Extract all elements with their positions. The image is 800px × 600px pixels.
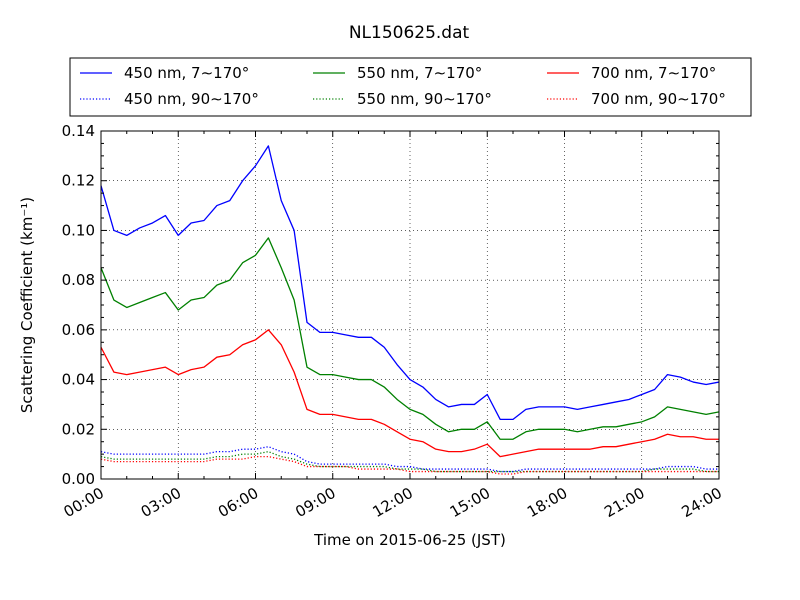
chart-title: NL150625.dat: [349, 23, 470, 43]
chart-legend: 450 nm, 7∼170° 550 nm, 7∼170° 700 nm, 7∼17…: [69, 57, 752, 117]
series-line-2: [100, 329, 719, 458]
axis-ticks: 00:00 03:00 06:00 09:00 12:00 15:00 18:00 21:00…: [61, 122, 725, 521]
legend-label-1: 550 nm, 7∼170°: [357, 64, 482, 82]
x-tick-label: 06:00: [215, 484, 261, 521]
y-tick-label: 0.12: [62, 172, 95, 190]
x-tick-label: 09:00: [292, 484, 338, 521]
legend-label-4: 550 nm, 90∼170°: [357, 90, 492, 108]
series-lines: [100, 145, 720, 475]
x-tick-label: 03:00: [138, 484, 184, 521]
x-tick-label: 24:00: [679, 484, 725, 521]
x-axis-label: Time on 2015-06-25 (JST): [313, 531, 506, 549]
y-tick-label: 0.02: [62, 420, 95, 438]
legend-label-3: 450 nm, 90∼170°: [124, 90, 259, 108]
x-tick-label: 21:00: [601, 484, 647, 521]
y-tick-label: 0.04: [62, 371, 95, 389]
series-line-1: [100, 237, 720, 440]
y-tick-label: 0.06: [62, 321, 95, 339]
x-tick-label: 00:00: [61, 484, 107, 521]
x-tick-label: 18:00: [524, 484, 570, 521]
legend-label-5: 700 nm, 90∼170°: [591, 90, 726, 108]
x-tick-label: 12:00: [370, 484, 416, 521]
series-line-4: [100, 451, 719, 473]
y-tick-label: 0.00: [62, 470, 95, 488]
x-tick-label: 15:00: [447, 484, 493, 521]
series-line-5: [100, 455, 719, 475]
series-line-3: [100, 446, 719, 473]
legend-label-0: 450 nm, 7∼170°: [124, 64, 249, 82]
y-tick-label: 0.10: [62, 221, 95, 239]
y-tick-label: 0.08: [62, 271, 95, 289]
y-axis-label: Scattering Coefficient (km⁻¹): [18, 197, 36, 413]
legend-label-2: 700 nm, 7∼170°: [591, 64, 716, 82]
grid-lines: [101, 131, 719, 479]
y-tick-label: 0.14: [62, 122, 95, 140]
series-line-0: [100, 145, 720, 420]
legend-box: [69, 57, 752, 117]
